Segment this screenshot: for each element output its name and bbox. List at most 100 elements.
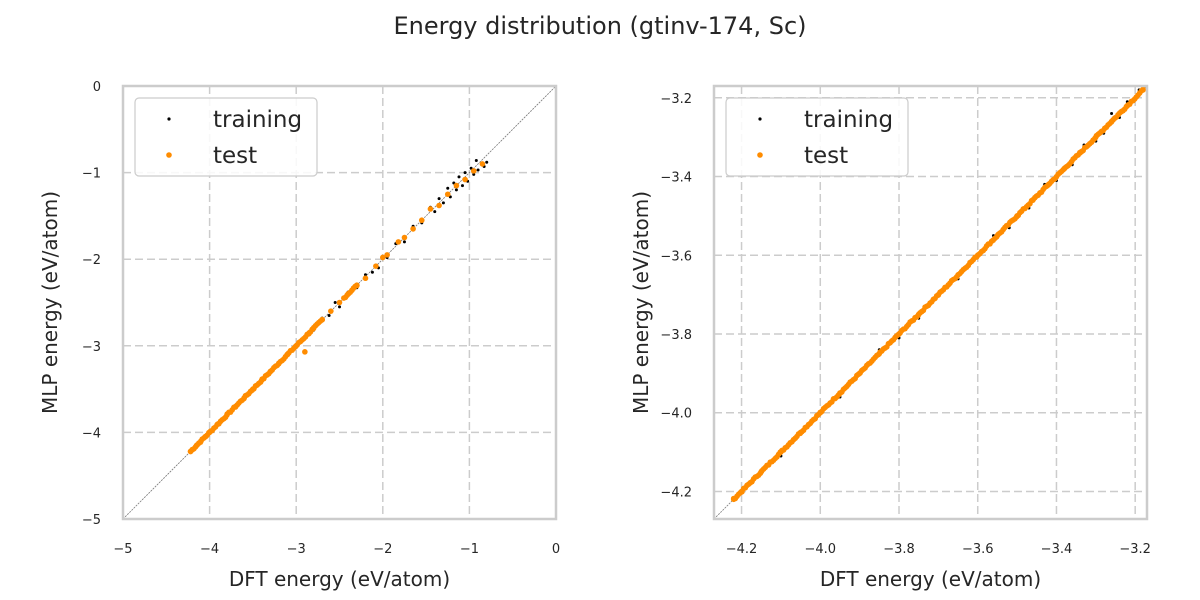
plot-area	[730, 86, 1146, 503]
plot-frame	[712, 84, 1149, 521]
y-tick-label: −3	[82, 340, 101, 355]
y-tick-label: −4.0	[660, 407, 692, 422]
data-point-test	[758, 468, 765, 475]
x-tick-label: −3.2	[1119, 542, 1151, 557]
data-point-training	[363, 273, 367, 277]
data-point-training	[327, 313, 331, 317]
data-point-training	[370, 270, 374, 274]
x-tick-label: −3.8	[883, 542, 915, 557]
legend-label-test: test	[804, 143, 848, 169]
y-tick-label: −3.2	[660, 92, 692, 107]
data-point-test	[410, 226, 416, 232]
legend-marker-training	[758, 117, 762, 121]
data-point-test	[241, 394, 248, 401]
x-tick-label: −4.0	[804, 542, 836, 557]
x-tick-label: −3.6	[962, 542, 994, 557]
y-tick-label: −3.4	[660, 171, 692, 186]
y-tick-label: −4	[82, 426, 101, 441]
data-point-test	[293, 343, 300, 349]
data-point-test	[224, 412, 230, 418]
data-point-test	[258, 377, 265, 384]
plot-frame	[121, 84, 558, 521]
figure-title: Energy distribution (gtinv-174, Sc)	[393, 12, 806, 40]
data-point-test	[1093, 134, 1099, 140]
data-point-test	[373, 263, 379, 269]
data-point-training	[476, 168, 480, 172]
data-point-test	[797, 429, 804, 436]
data-point-training	[460, 184, 464, 188]
x-tick-label: −4.2	[726, 542, 758, 557]
y-axis-label: MLP energy (eV/atom)	[629, 191, 653, 414]
x-axis-label: DFT energy (eV/atom)	[820, 567, 1041, 591]
data-point-test	[876, 350, 883, 357]
data-point-test	[462, 176, 468, 183]
data-point-test	[896, 331, 902, 337]
data-point-test	[362, 275, 369, 282]
data-point-test	[856, 370, 863, 377]
series-test	[730, 86, 1146, 503]
x-tick-label: −5	[113, 542, 132, 557]
data-point-test	[470, 168, 477, 174]
y-tick-label: −4.2	[660, 485, 692, 500]
legend-label-training: training	[213, 107, 302, 133]
data-point-test	[817, 409, 824, 416]
data-point-training	[474, 158, 478, 162]
y-tick-label: −3.8	[660, 328, 692, 343]
data-point-test	[1014, 213, 1020, 219]
data-point-test	[306, 330, 312, 336]
data-point-test	[1045, 181, 1052, 188]
data-point-test	[915, 311, 922, 318]
data-point-test	[837, 390, 843, 396]
x-tick-label: −1	[460, 542, 479, 557]
data-point-test	[1124, 102, 1131, 109]
data-point-test	[1108, 118, 1115, 125]
data-point-training	[402, 240, 406, 244]
data-point-test	[738, 488, 745, 495]
data-point-test	[302, 349, 308, 355]
x-axis-label: DFT energy (eV/atom)	[229, 567, 450, 591]
data-point-test	[1077, 150, 1083, 156]
data-point-test	[276, 360, 282, 366]
data-point-test	[778, 449, 784, 455]
y-tick-label: −1	[82, 167, 101, 182]
data-point-test	[284, 351, 291, 358]
data-point-test	[427, 206, 434, 212]
y-tick-label: −5	[82, 513, 101, 528]
data-point-test	[193, 442, 200, 449]
x-tick-label: −2	[373, 542, 392, 557]
data-point-test	[250, 386, 256, 392]
data-point-test	[319, 317, 325, 323]
data-point-test	[453, 182, 460, 189]
data-point-training	[1110, 112, 1114, 116]
data-point-test	[994, 232, 1001, 239]
data-point-test	[935, 291, 942, 298]
data-point-test	[198, 438, 204, 444]
x-tick-label: −3.4	[1041, 542, 1073, 557]
legend-box	[134, 97, 318, 177]
data-point-test	[1140, 87, 1146, 93]
data-point-test	[479, 161, 486, 167]
data-point-training	[485, 160, 489, 164]
legend-label-test: test	[213, 143, 257, 169]
data-point-test	[380, 254, 386, 261]
data-point-training	[441, 201, 445, 205]
legend: training test	[725, 97, 909, 177]
legend-marker-test	[757, 152, 763, 158]
y-tick-label: −3.6	[660, 249, 692, 264]
data-point-test	[1061, 165, 1068, 172]
data-point-test	[384, 252, 390, 258]
legend: training test	[134, 97, 318, 177]
data-point-test	[232, 403, 239, 410]
data-point-test	[215, 420, 222, 427]
data-point-training	[333, 301, 337, 304]
x-tick-label: −3	[287, 542, 306, 557]
data-point-training	[433, 210, 437, 214]
plot-area	[187, 158, 489, 455]
x-tick-label: −4	[200, 542, 219, 557]
data-point-test	[436, 202, 442, 209]
data-point-test	[444, 191, 451, 198]
data-point-test	[206, 429, 213, 436]
data-point-training	[454, 188, 458, 192]
y-axis-label: MLP energy (eV/atom)	[38, 191, 62, 414]
